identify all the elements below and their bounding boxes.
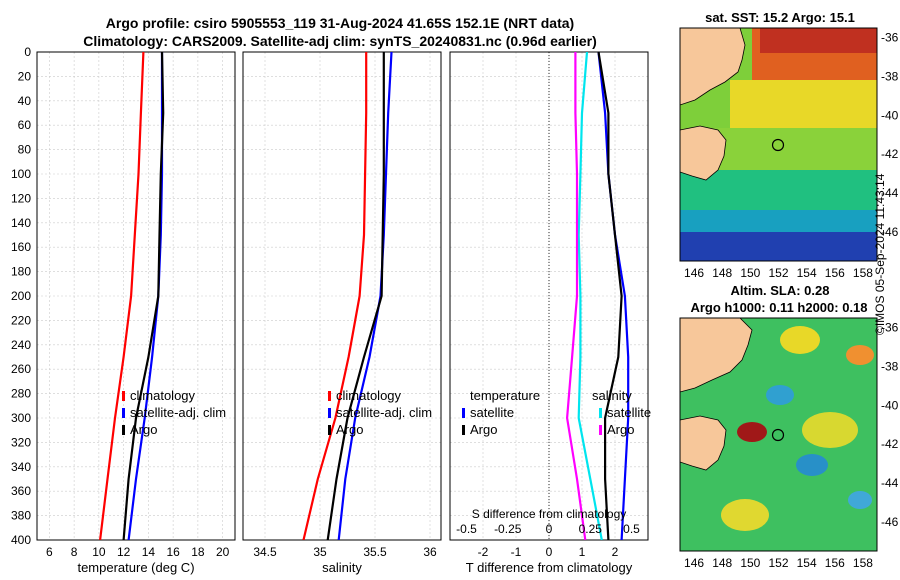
x-tick-label: 8 — [71, 545, 78, 559]
x-tick-label: 6 — [46, 545, 53, 559]
series-lines — [99, 52, 165, 540]
y-tick-label: 280 — [11, 387, 31, 401]
legend-label: satellite-adj. clim — [336, 405, 432, 420]
secondary-x-axis-label: S difference from climatology — [472, 507, 627, 521]
legend-swatch — [328, 425, 331, 435]
legend-swatch — [122, 391, 125, 401]
x-tick-label: 35.5 — [363, 545, 387, 559]
secondary-x-tick-label: -0.5 — [456, 522, 477, 536]
y-tick-label: 20 — [18, 69, 32, 83]
legend-title-temperature: temperature — [470, 388, 540, 403]
figure-title-line1: Argo profile: csiro 5905553_119 31-Aug-2… — [105, 15, 575, 31]
y-tick-label: 160 — [11, 240, 31, 254]
y-tick-label: 200 — [11, 289, 31, 303]
legend-label: satellite — [607, 405, 651, 420]
series-lines — [565, 52, 630, 540]
series-line-argo — [326, 52, 385, 540]
legend-swatch — [328, 391, 331, 401]
x-axis-label: temperature (deg C) — [77, 560, 194, 575]
series-line-climatology — [99, 52, 145, 540]
series-line-s-argo — [565, 52, 587, 540]
legend-swatch — [122, 408, 125, 418]
sst-map-title: sat. SST: 15.2 Argo: 15.1 — [705, 10, 855, 25]
profile-panel-1: 6 8 10 12 14 16 18 20 temperature (deg C) 0 20 40 60… — [11, 45, 236, 575]
y-tick-label: 180 — [11, 265, 31, 279]
profile-panel-2: 34.5 35 35.5 36 salinity climatology satellite… — [242, 51, 442, 575]
y-tick-label: 120 — [11, 191, 31, 205]
legend-label: Argo — [130, 422, 157, 437]
x-tick-label: 2 — [612, 545, 619, 559]
x-tick-label: 20 — [216, 545, 230, 559]
axes-frame — [36, 51, 236, 541]
profile-panel-3: -2 -1 0 1 2T difference from climatology S di… — [449, 51, 651, 575]
x-tick-label: -1 — [511, 545, 522, 559]
y-tick-label: 60 — [18, 118, 32, 132]
x-tick-label: 14 — [142, 545, 156, 559]
y-tick-label: 400 — [11, 533, 31, 547]
legend-label: climatology — [336, 388, 402, 403]
y-tick-label: 260 — [11, 362, 31, 376]
y-tick-label: 360 — [11, 484, 31, 498]
y-tick-label: 380 — [11, 509, 31, 523]
legend-swatch — [599, 425, 602, 435]
y-tick-label: 100 — [11, 167, 31, 181]
series-line-argo — [122, 52, 165, 540]
legend-label: satellite — [470, 405, 514, 420]
series-line-t-satellite — [597, 52, 630, 540]
y-tick-label: 220 — [11, 313, 31, 327]
series-line-s-satellite — [577, 52, 603, 540]
x-tick-label: 16 — [166, 545, 180, 559]
legend-swatch — [462, 425, 465, 435]
series-lines — [302, 52, 393, 540]
y-tick-label: 240 — [11, 338, 31, 352]
figure-title-line2: Climatology: CARS2009. Satellite-adj cli… — [83, 33, 597, 49]
sla-map-title-2: Argo h1000: 0.11 h2000: 0.18 — [690, 300, 868, 315]
y-tick-label: 300 — [11, 411, 31, 425]
legend: temperature salinity satellite Argo satellit… — [462, 388, 651, 437]
x-tick-label: 0 — [546, 545, 553, 559]
legend-label: Argo — [607, 422, 634, 437]
secondary-x-tick-label: -0.25 — [494, 522, 522, 536]
x-tick-label: 35 — [313, 545, 327, 559]
series-line-climatology — [302, 52, 368, 540]
x-axis-label: salinity — [322, 560, 362, 575]
y-tick-label: 80 — [18, 143, 32, 157]
secondary-x-tick-label: 0.25 — [579, 522, 603, 536]
x-tick-label: 36 — [423, 545, 437, 559]
axes-frame — [242, 51, 442, 541]
y-tick-label: 0 — [24, 45, 31, 59]
legend-label: Argo — [470, 422, 497, 437]
x-tick-label: 34.5 — [253, 545, 277, 559]
legend-swatch — [599, 408, 602, 418]
x-tick-label: 12 — [117, 545, 131, 559]
legend-swatch — [462, 408, 465, 418]
legend-swatch — [122, 425, 125, 435]
series-line-t-argo — [597, 52, 623, 540]
x-tick-label: 18 — [191, 545, 205, 559]
legend: climatology satellite-adj. clim Argo — [122, 388, 226, 437]
legend-swatch — [328, 408, 331, 418]
x-tick-label: 10 — [92, 545, 106, 559]
secondary-x-tick-label: 0 — [546, 522, 553, 536]
sla-map-title-1: Altim. SLA: 0.28 — [730, 283, 830, 298]
y-tick-label: 320 — [11, 435, 31, 449]
legend: climatology satellite-adj. clim Argo — [328, 388, 432, 437]
x-tick-label: 1 — [579, 545, 586, 559]
legend-label: satellite-adj. clim — [130, 405, 226, 420]
secondary-x-tick-label: 0.5 — [623, 522, 640, 536]
imos-timestamp: ©IMOS 05-Sep-2024 11:43:14 — [873, 173, 887, 335]
x-tick-label: -2 — [478, 545, 489, 559]
legend-title-salinity: salinity — [592, 388, 632, 403]
legend-label: Argo — [336, 422, 363, 437]
x-axis-label: T difference from climatology — [466, 560, 633, 575]
y-tick-label: 140 — [11, 216, 31, 230]
legend-label: climatology — [130, 388, 196, 403]
y-tick-label: 40 — [18, 94, 32, 108]
y-tick-label: 340 — [11, 460, 31, 474]
